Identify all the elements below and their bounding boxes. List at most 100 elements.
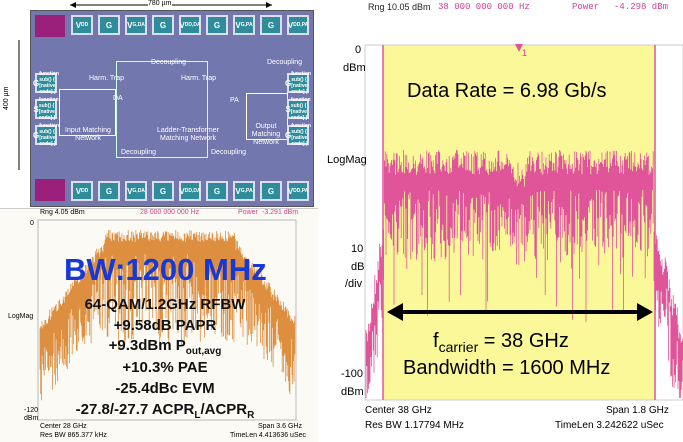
resbw-label: Res BW 1.17794 MHz <box>365 420 464 431</box>
pad-subscript: DD,PA <box>293 22 308 28</box>
resbw-label: Res BW 865.377 kHz <box>40 432 107 439</box>
stat-line: +9.3dBm Pout,avg <box>5 337 325 357</box>
level-label: -100 <box>341 368 363 380</box>
pad-label: G <box>160 187 166 196</box>
pad-subscript: DD,PA <box>293 188 308 194</box>
stat-line: -25.4dBc EVM <box>5 380 325 397</box>
level-unit: dBm <box>343 62 366 74</box>
scale-unit: dB <box>351 261 364 273</box>
span-label: Span 3.6 GHz <box>258 423 302 430</box>
level-unit: dBm <box>341 386 364 398</box>
pad-subscript: DD <box>81 188 88 194</box>
timelen-label: TimeLen 4.413636 uSec <box>230 432 306 439</box>
range-label: Rng 4.05 dBm <box>40 209 85 216</box>
bandwidth-headline: BW:1200 MHz <box>64 252 267 288</box>
pad-label: G <box>214 187 220 196</box>
scale-div: /div <box>345 278 362 290</box>
chip-height-label: 400 µm <box>3 87 10 111</box>
pad-label: G <box>160 21 166 30</box>
pad-label: G <box>268 21 274 30</box>
stat-line: +10.3% PAE <box>5 359 325 376</box>
pad: G <box>206 15 228 35</box>
carrier-subscript: carrier <box>439 339 479 355</box>
dimension-arrow <box>14 40 24 170</box>
pad: G <box>152 181 174 201</box>
marker-number: 1 <box>522 48 527 58</box>
pad: G <box>260 15 282 35</box>
pad-subscript: G,DA <box>132 22 145 28</box>
center-label: Center 28 GHz <box>40 423 87 430</box>
level-label: 0 <box>355 44 361 56</box>
power-value: -3.291 dBm <box>262 209 298 216</box>
pad-subscript: G,PA <box>241 22 253 28</box>
bandwidth-arrow <box>385 300 655 324</box>
pad: G <box>98 15 120 35</box>
pad-subscript: function sub() { [native code] } <box>291 97 311 121</box>
page: 780 µm 400 µm Harm. Trap Harm. Trap Deco… <box>0 0 683 441</box>
block-label: PA <box>230 97 239 105</box>
block-label: Harm. Trap <box>181 75 216 83</box>
pad-subscript: function sub() { [native code] } <box>39 123 59 147</box>
pad: G <box>98 181 120 201</box>
level-label: 0 <box>30 220 34 227</box>
carrier-frequency: fcarrier = 38 GHz <box>433 330 569 355</box>
pad-label: G <box>214 21 220 30</box>
stat-subscript: R <box>247 410 254 421</box>
block-label: Decoupling <box>151 59 186 67</box>
stat-line: 64-QAM/1.2GHz RFBW <box>5 296 325 313</box>
pad-label: G <box>106 21 112 30</box>
pad-label: G <box>268 187 274 196</box>
pad-subscript: DD,DA <box>185 188 201 194</box>
pad-subscript: G,PA <box>241 188 253 194</box>
stat-line: +9.58dB PAPR <box>5 317 325 334</box>
block-label: Decoupling <box>211 149 246 157</box>
marker-freq: 28 000 000 000 Hz <box>140 209 199 216</box>
scale-value: 10 <box>351 243 363 255</box>
chip-corner <box>35 179 65 201</box>
pad-subscript: G,DA <box>132 188 145 194</box>
block-label: Harm. Trap <box>89 75 124 83</box>
carrier-text: = 38 GHz <box>478 330 569 352</box>
span-label: Span 1.8 GHz <box>606 405 669 416</box>
timelen-label: TimeLen 3.242622 uSec <box>555 420 664 431</box>
stat-line: -27.8/-27.7 ACPRL/ACPRR <box>5 401 325 421</box>
power-label: Power <box>238 209 258 216</box>
block-label: Ladder-Transformer Matching Network <box>149 127 227 143</box>
pad: VDD <box>71 181 93 201</box>
stat-text: /ACPR <box>200 401 247 418</box>
pad-subscript: DD,DA <box>185 22 201 28</box>
pad: G <box>206 181 228 201</box>
power-value: -4.298 dBm <box>614 2 668 12</box>
pad-subscript: function sub() { [native code] } <box>291 71 311 95</box>
pad-subscript: function sub() { [native code] } <box>291 123 311 147</box>
chip-corner <box>35 15 65 37</box>
marker-freq: 38 000 000 000 Hz <box>438 2 530 12</box>
pad-subscript: DD <box>81 22 88 28</box>
pad: Sfunction sub() { [native code] } <box>35 99 57 119</box>
block-label: Decoupling <box>267 59 302 67</box>
center-label: Center 38 GHz <box>365 405 432 416</box>
power-label: Power <box>572 2 599 12</box>
bandwidth-text: Bandwidth = 1600 MHz <box>403 357 610 380</box>
block-label: DA <box>113 95 123 103</box>
pad-subscript: function sub() { [native code] } <box>39 97 59 121</box>
chip-width-label: 780 µm <box>148 0 172 7</box>
pad-label: G <box>106 187 112 196</box>
block-label: Decoupling <box>121 149 156 157</box>
block-label: Input Matching Network <box>59 127 117 143</box>
data-rate: Data Rate = 6.98 Gb/s <box>407 80 607 103</box>
pad: VDD,PA <box>287 181 309 201</box>
pad: G <box>152 15 174 35</box>
